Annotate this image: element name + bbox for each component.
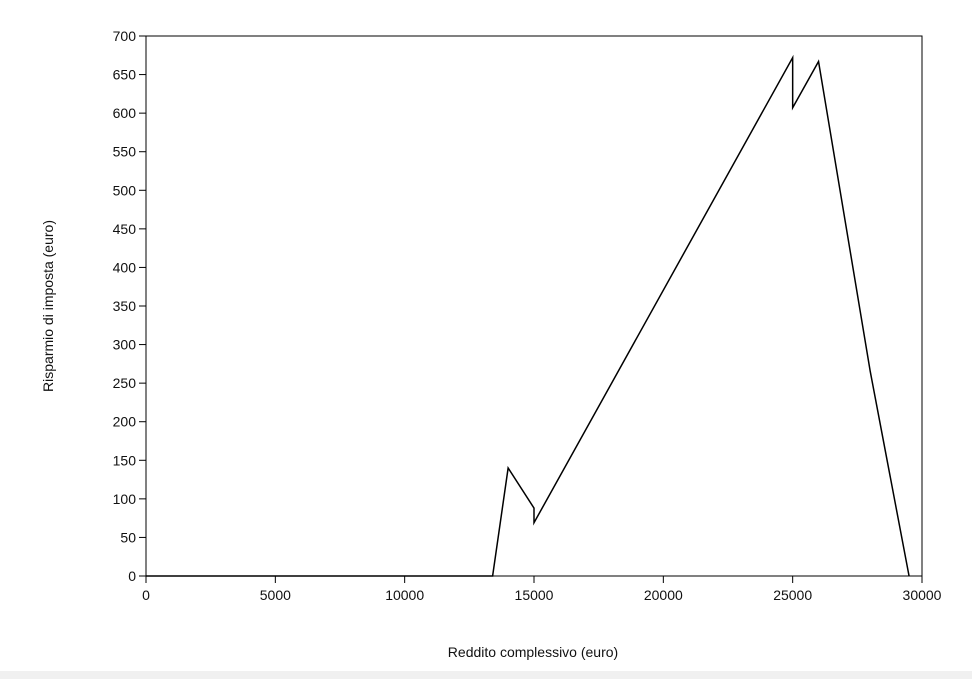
x-tick-label: 10000 — [385, 587, 424, 603]
y-tick-label: 400 — [113, 259, 137, 275]
y-tick-label: 150 — [113, 452, 137, 468]
y-tick-label: 650 — [113, 67, 137, 83]
y-tick-label: 600 — [113, 105, 137, 121]
y-tick-label: 300 — [113, 337, 137, 353]
y-tick-label: 550 — [113, 144, 137, 160]
plot-frame — [145, 35, 923, 577]
x-tick-label: 25000 — [773, 587, 812, 603]
y-tick-label: 0 — [128, 568, 136, 584]
x-tick-label: 0 — [142, 587, 150, 603]
y-tick-label: 350 — [113, 298, 137, 314]
x-tick-label: 30000 — [903, 587, 942, 603]
y-tick-label: 450 — [113, 221, 137, 237]
y-tick-label: 700 — [113, 28, 137, 44]
x-tick-label: 5000 — [260, 587, 291, 603]
x-tick-label: 20000 — [644, 587, 683, 603]
x-tick-label: 15000 — [515, 587, 554, 603]
y-tick-label: 250 — [113, 375, 137, 391]
y-tick-label: 200 — [113, 414, 137, 430]
y-tick-label: 50 — [120, 529, 136, 545]
x-axis-label: Reddito complessivo (euro) — [448, 644, 618, 660]
bottom-strip — [0, 671, 972, 679]
y-tick-label: 100 — [113, 491, 137, 507]
y-tick-label: 500 — [113, 182, 137, 198]
y-axis-label: Risparmio di imposta (euro) — [40, 220, 56, 392]
line — [146, 54, 910, 577]
